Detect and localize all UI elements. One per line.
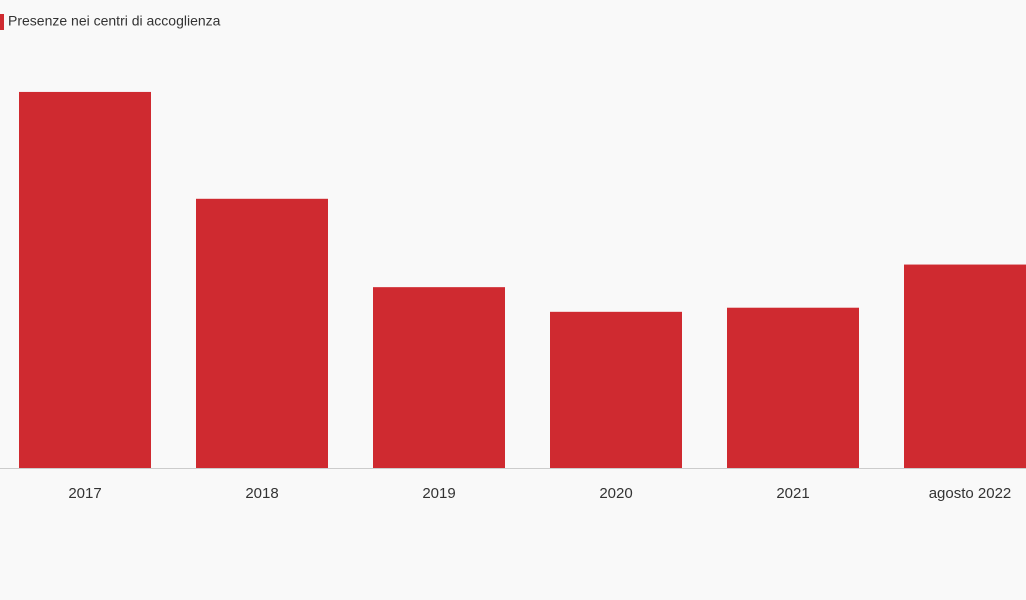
bar [904,264,1026,468]
legend-swatch [0,14,4,30]
bar [19,91,151,468]
x-tick-label: 2017 [68,485,101,502]
bar [373,287,505,468]
x-tick-label: 2018 [245,485,278,502]
bar [196,198,328,469]
x-tick-label: 2021 [776,485,809,502]
x-tick-label: 2020 [599,485,632,502]
x-tick-label: agosto 2022 [929,485,1012,502]
x-tick-label: 2019 [422,485,455,502]
bar [550,311,682,468]
bar [727,307,859,468]
legend-label: Presenze nei centri di accoglienza [8,13,221,29]
